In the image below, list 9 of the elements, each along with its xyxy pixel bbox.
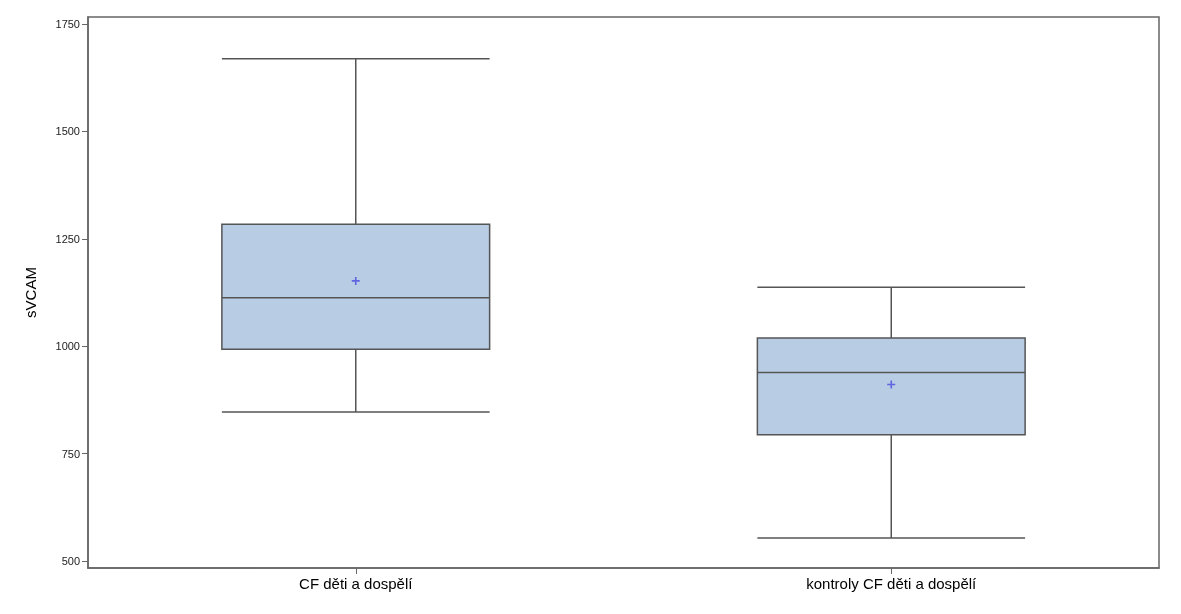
x-tick-label: CF děti a dospělí <box>299 575 414 592</box>
y-tick-label: 1250 <box>55 232 80 245</box>
y-tick-label: 500 <box>61 555 80 568</box>
x-tick-label: kontroly CF děti a dospělí <box>806 575 978 592</box>
y-tick-label: 1000 <box>55 340 80 353</box>
y-tick-label: 1750 <box>55 17 80 30</box>
y-tick-label: 1500 <box>55 125 80 138</box>
y-axis-title: sVCAM <box>22 267 39 318</box>
y-tick-label: 750 <box>61 447 80 460</box>
